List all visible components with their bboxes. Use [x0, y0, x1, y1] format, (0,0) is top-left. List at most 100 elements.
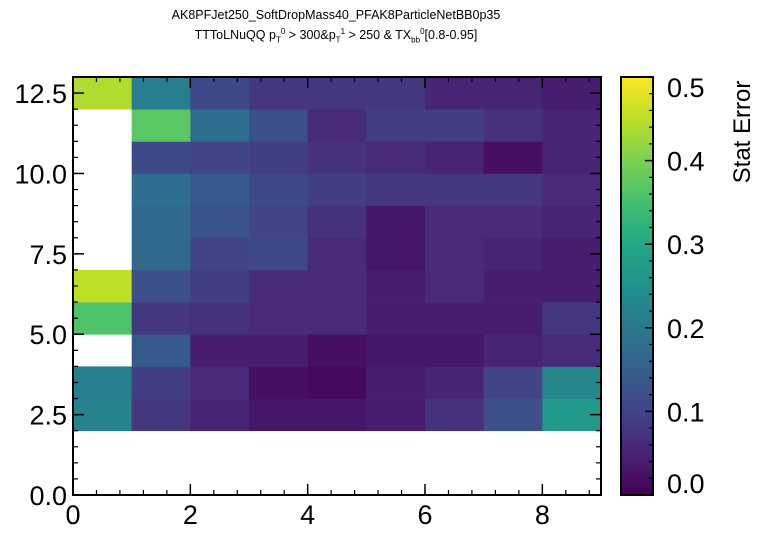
heatmap-cell [366, 302, 426, 335]
heatmap-cell [73, 302, 133, 335]
heatmap-cell [131, 205, 191, 239]
heatmap-cell [366, 334, 426, 367]
heatmap-cell [307, 269, 367, 303]
heatmap-cell [131, 269, 191, 303]
y-tick-label: 12.5 [14, 79, 67, 109]
heatmap-cell [190, 334, 250, 367]
heatmap-cell [483, 366, 543, 399]
heatmap-cell [366, 77, 426, 110]
heatmap-cell [307, 237, 367, 271]
heatmap-cell [190, 109, 250, 142]
heatmap-cell [190, 173, 250, 207]
heatmap-cell [190, 237, 250, 271]
heatmap-cell [307, 302, 367, 335]
heatmap-cell [249, 366, 309, 399]
heatmap-cell [366, 173, 426, 207]
heatmap-cell [190, 366, 250, 399]
heatmap-cell [542, 205, 602, 239]
heatmap-cell [425, 109, 485, 142]
heatmap-cell [483, 205, 543, 239]
subtitle-pt1-sub: T [335, 35, 341, 45]
heatmap-cell [542, 302, 602, 335]
heatmap-cell [73, 269, 133, 303]
heatmap-cell [483, 237, 543, 271]
heatmap-cell [307, 77, 367, 110]
heatmap-cell [131, 237, 191, 271]
heatmap-cell [425, 302, 485, 335]
heatmap-cell [190, 398, 250, 432]
heatmap-cell [307, 398, 367, 432]
chart-title: AK8PFJet250_SoftDropMass40_PFAK8Particle… [171, 8, 501, 22]
y-tick-label: 5.0 [29, 320, 67, 350]
heatmap-cell [425, 334, 485, 367]
heatmap-cell [131, 77, 191, 110]
subtitle-pt0-sup: 0 [280, 27, 286, 36]
heatmap-cell [425, 269, 485, 303]
heatmap-cell [307, 109, 367, 142]
heatmap-cell [483, 302, 543, 335]
heatmap-cell [425, 173, 485, 207]
heatmap-cell [542, 141, 602, 174]
heatmap-cell [131, 334, 191, 367]
heatmap-cell [249, 269, 309, 303]
heatmap-cell [542, 334, 602, 367]
heatmap-cell [249, 77, 309, 110]
heatmap-cell [131, 302, 191, 335]
heatmap-cell [425, 141, 485, 174]
heatmap-cell [425, 366, 485, 399]
heatmap-cell [483, 77, 543, 110]
heatmap-cell [307, 334, 367, 367]
y-tick-label: 10.0 [14, 159, 67, 189]
heatmap-cell [483, 141, 543, 174]
subtitle-pt1-sup: 1 [340, 27, 346, 36]
heatmap-cell [190, 205, 250, 239]
heatmap-cell [249, 173, 309, 207]
heatmap-cell [307, 173, 367, 207]
subtitle-tx-sup: 0 [420, 27, 425, 36]
x-tick-label: 2 [183, 500, 198, 530]
heatmap-cell [483, 173, 543, 207]
heatmap-cell [190, 141, 250, 174]
heatmap-cell [249, 334, 309, 367]
heatmap-cell [249, 141, 309, 174]
heatmap-cell [366, 366, 426, 399]
heatmap-cell [425, 398, 485, 432]
colorbar-tick-label: 0.5 [667, 73, 705, 103]
heatmap-cell [542, 366, 602, 399]
heatmap-cell [366, 237, 426, 271]
heatmap-cell [190, 302, 250, 335]
colorbar-tick-label: 0.3 [667, 230, 705, 260]
colorbar-ticks: 0.0 0.1 0.2 0.3 0.4 0.5 [645, 73, 705, 499]
y-tick-label: 0.0 [29, 481, 67, 511]
heatmap-cell [307, 366, 367, 399]
heatmap-cell [366, 269, 426, 303]
heatmap-cell [131, 109, 191, 142]
heatmap-cell [249, 237, 309, 271]
x-tick-label: 0 [65, 500, 80, 530]
heatmap-cell [190, 77, 250, 110]
x-tick-label: 8 [535, 500, 550, 530]
heatmap-cell [307, 141, 367, 174]
heatmap-cell [366, 141, 426, 174]
y-tick-label: 7.5 [29, 240, 67, 270]
heatmap-cell [249, 109, 309, 142]
subtitle-part1: TTToLNuQQ p [194, 28, 276, 43]
chart-subtitle: TTToLNuQQ pT0 > 300&pT1 > 250 & TXbb0[0.… [0, 27, 672, 45]
heatmap-cell [131, 366, 191, 399]
heatmap-cells [73, 77, 602, 432]
subtitle-part4: [0.8-0.95] [424, 28, 478, 43]
heatmap-cell [131, 141, 191, 174]
heatmap-cell [249, 205, 309, 239]
subtitle-part3: > 250 & TX [345, 28, 412, 43]
heatmap-cell [425, 237, 485, 271]
x-tick-label: 4 [300, 500, 315, 530]
heatmap-cell [542, 269, 602, 303]
heatmap-cell [483, 109, 543, 142]
colorbar-tick-label: 0.1 [667, 397, 705, 427]
heatmap-cell [73, 366, 133, 399]
subtitle-tx-sub: bb [411, 35, 421, 45]
heatmap-cell [307, 205, 367, 239]
heatmap-cell [131, 173, 191, 207]
colorbar-label: Stat Error [729, 81, 756, 184]
